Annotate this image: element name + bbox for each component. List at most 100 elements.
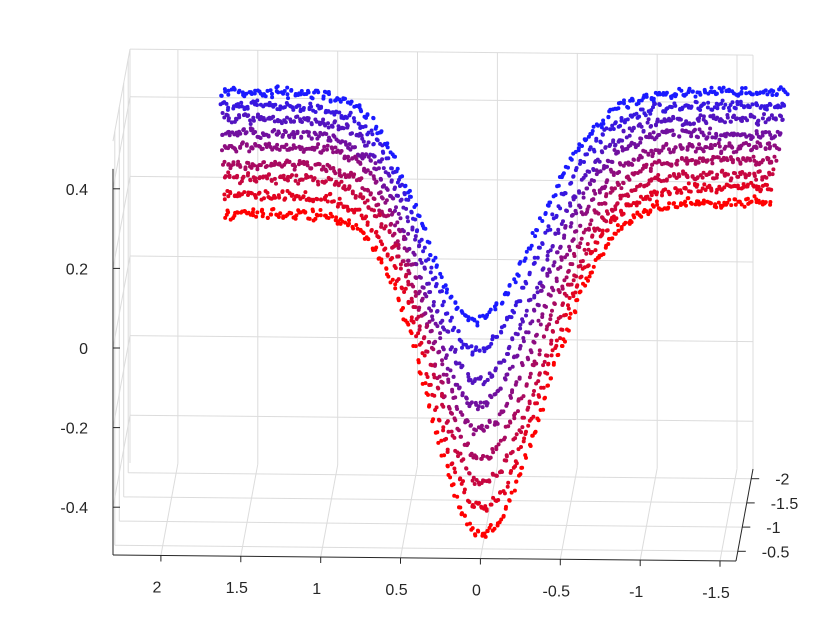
data-point — [594, 210, 599, 215]
data-point — [540, 242, 545, 246]
data-point — [430, 317, 435, 322]
data-point — [378, 190, 383, 195]
data-point — [647, 132, 652, 137]
data-point — [380, 157, 385, 162]
data-point — [383, 246, 388, 251]
data-point — [222, 100, 227, 105]
data-point — [232, 87, 237, 92]
data-point — [236, 159, 241, 164]
data-point — [650, 154, 655, 159]
data-point — [295, 129, 300, 134]
data-point — [398, 198, 403, 203]
data-point — [524, 313, 528, 318]
data-point — [683, 158, 688, 163]
data-point — [347, 185, 352, 190]
data-point — [339, 174, 344, 179]
data-point — [614, 216, 619, 221]
data-point — [541, 334, 546, 339]
data-point — [327, 177, 332, 182]
data-point — [439, 438, 444, 443]
data-point — [312, 176, 317, 181]
data-point — [603, 184, 608, 189]
data-point — [604, 209, 609, 214]
data-point — [411, 305, 416, 309]
data-point — [422, 266, 427, 271]
data-point — [325, 162, 330, 167]
data-point — [625, 117, 630, 122]
z-tick-label-2: 0 — [79, 341, 88, 358]
data-point — [433, 430, 438, 435]
data-point — [260, 175, 265, 180]
data-point — [236, 102, 240, 107]
data-point — [378, 239, 383, 244]
data-point — [492, 526, 497, 531]
data-point — [540, 267, 545, 272]
data-point — [708, 170, 712, 175]
data-point — [423, 226, 428, 231]
data-point — [258, 102, 263, 107]
data-point — [583, 227, 588, 232]
data-point — [464, 466, 469, 471]
data-point — [773, 134, 777, 139]
data-point — [309, 95, 314, 100]
data-point — [433, 408, 438, 412]
data-point — [350, 189, 355, 194]
data-point — [719, 89, 724, 94]
data-point — [767, 101, 772, 106]
data-point — [352, 104, 357, 109]
data-point — [401, 306, 405, 310]
data-point — [329, 123, 334, 128]
data-point — [550, 329, 555, 333]
data-point — [445, 311, 450, 316]
data-point — [599, 125, 604, 130]
data-point — [548, 227, 553, 232]
data-point — [758, 105, 763, 110]
data-point — [644, 183, 649, 188]
data-point — [496, 442, 501, 447]
data-point — [361, 230, 365, 235]
data-point — [454, 404, 459, 409]
data-point — [562, 191, 567, 195]
data-point — [494, 445, 499, 449]
data-point — [725, 183, 730, 188]
data-point — [505, 352, 509, 356]
data-point — [743, 86, 748, 90]
data-point — [296, 181, 301, 186]
data-point — [679, 156, 684, 161]
data-point — [532, 255, 537, 260]
data-point — [446, 377, 451, 382]
data-point — [468, 521, 472, 526]
data-point — [255, 88, 260, 93]
data-point — [346, 158, 351, 163]
data-point — [487, 418, 492, 423]
data-point — [353, 145, 357, 150]
data-point — [568, 203, 573, 208]
data-point — [573, 229, 577, 234]
data-point — [613, 231, 618, 236]
data-point — [570, 212, 575, 217]
data-point — [236, 90, 241, 95]
data-point — [396, 298, 401, 303]
data-point — [540, 315, 545, 319]
data-point — [497, 360, 502, 365]
data-point — [330, 146, 335, 151]
data-point — [534, 333, 538, 338]
data-point — [255, 210, 260, 215]
data-point — [437, 418, 442, 423]
data-point — [507, 366, 512, 371]
data-point — [426, 257, 431, 262]
data-point — [315, 179, 320, 184]
grid-line-x-3 — [400, 465, 418, 558]
data-point — [335, 204, 340, 209]
data-point — [572, 309, 577, 314]
data-point — [366, 154, 371, 159]
data-point — [671, 201, 676, 206]
data-point — [605, 228, 610, 233]
data-point — [278, 211, 283, 216]
data-point — [422, 245, 427, 250]
data-point — [677, 86, 682, 91]
data-point — [633, 188, 638, 192]
data-point — [481, 382, 486, 387]
data-point — [301, 194, 306, 199]
data-point — [757, 141, 762, 146]
